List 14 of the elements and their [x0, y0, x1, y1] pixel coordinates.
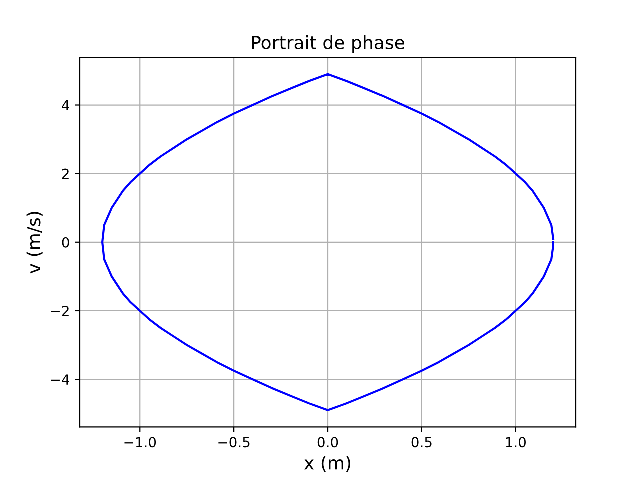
y-tick-label: 2 [62, 168, 69, 180]
x-tick-label: −1.0 [124, 437, 156, 448]
y-tick-label: 0 [62, 237, 70, 248]
line-series [102, 73, 554, 412]
y-tick-label: −2 [51, 306, 69, 316]
chart-title: Portrait de phase [252, 36, 404, 54]
x-tick-label: 0.5 [412, 437, 432, 448]
y-tick-label: 4 [62, 100, 70, 111]
x-tick-label: 0.0 [318, 437, 338, 448]
y-axis-title: v (m/s) [26, 212, 43, 274]
x-tick-label: 1.0 [506, 437, 526, 448]
y-tick-label: −4 [51, 374, 70, 385]
x-axis-title: x (m) [304, 456, 350, 472]
x-tick-label: −0.5 [218, 437, 250, 448]
